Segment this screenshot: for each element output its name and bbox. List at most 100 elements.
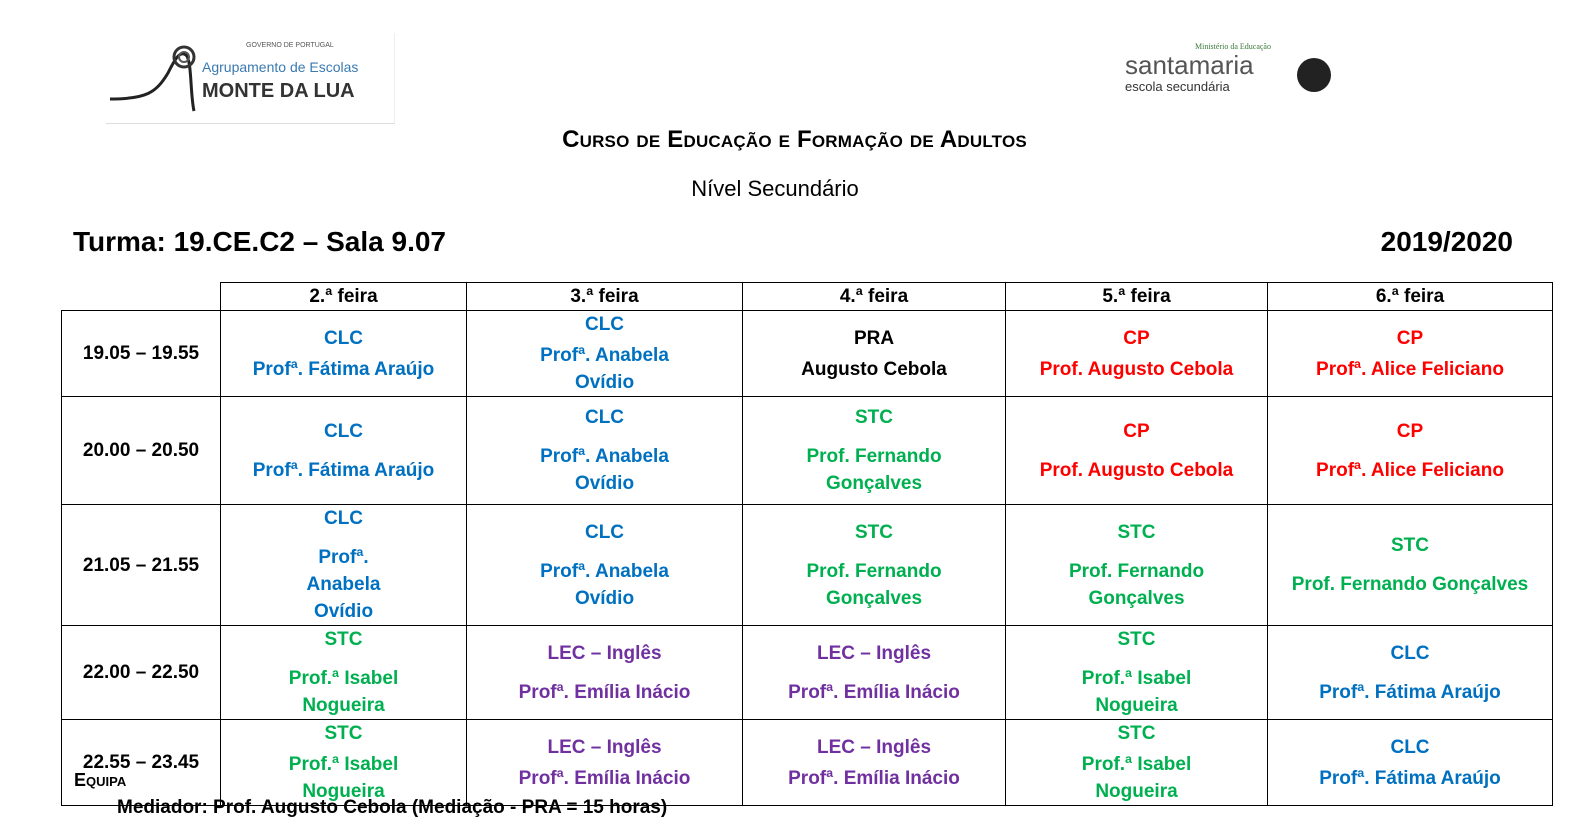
subject: STC bbox=[855, 521, 893, 543]
subject: STC bbox=[1117, 629, 1156, 650]
subject: CLC bbox=[323, 420, 364, 442]
schedule-row: 22.00 – 22.50 STC Prof.ª Isabel Nogueira LE… bbox=[61, 625, 1553, 720]
time-slot: 21.05 – 21.55 bbox=[61, 504, 221, 626]
teacher: Prof.ª Isabel Nogueira bbox=[288, 754, 399, 802]
teacher: Augusto Cebola bbox=[801, 358, 947, 380]
school-year: 2019/2020 bbox=[1380, 226, 1513, 257]
teacher: Prof. Fernando Gonçalves bbox=[1291, 574, 1529, 595]
subject: CLC bbox=[584, 407, 625, 428]
teacher: Profª. Anabela Ovídio bbox=[540, 345, 669, 393]
page-title: Curso de Educação e Formação de Adultos bbox=[562, 126, 1027, 153]
class-cell: LEC – Inglês Profª. Emília Inácio bbox=[742, 625, 1006, 720]
subject: PRA bbox=[853, 327, 895, 349]
teacher: Prof. Augusto Cebola bbox=[1039, 459, 1234, 481]
teacher: Prof. Augusto Cebola bbox=[1039, 358, 1234, 380]
subject: STC bbox=[324, 723, 363, 744]
mediator-info: Mediador: Prof. Augusto Cebola (Mediação… bbox=[117, 797, 668, 818]
subject: STC bbox=[855, 407, 893, 428]
teacher: Profª. Emília Inácio bbox=[788, 681, 960, 703]
subject: CP bbox=[1123, 420, 1150, 442]
class-cell: CLC Profª. Fátima Araújo bbox=[1267, 719, 1553, 806]
subject: CLC bbox=[323, 327, 364, 349]
teacher: Profª. Anabela Ovídio bbox=[306, 547, 381, 622]
class-cell: CP Profª. Alice Feliciano bbox=[1267, 396, 1553, 505]
class-cell: CP Prof. Augusto Cebola bbox=[1005, 396, 1268, 505]
bell-icon bbox=[1297, 58, 1331, 92]
schedule-row: 21.05 – 21.55 CLC Profª. Anabela Ovídio CLC… bbox=[61, 504, 1553, 626]
class-cell: PRA Augusto Cebola bbox=[742, 310, 1006, 397]
teacher: Profª. Emília Inácio bbox=[518, 767, 691, 789]
day-header: 4.ª feira bbox=[742, 282, 1006, 311]
class-cell: LEC – Inglês Profª. Emília Inácio bbox=[466, 719, 743, 806]
subject: LEC – Inglês bbox=[816, 642, 932, 664]
class-cell: CLC Profª. Fátima Araújo bbox=[220, 310, 467, 397]
subject: LEC – Inglês bbox=[816, 736, 932, 758]
class-cell: CLC Profª. Anabela Ovídio bbox=[466, 310, 743, 397]
subject: CLC bbox=[323, 508, 364, 529]
class-cell: STC Prof. Fernando Gonçalves bbox=[742, 396, 1006, 505]
teacher: Profª. Anabela Ovídio bbox=[540, 560, 669, 609]
class-cell: STC Prof. Fernando Gonçalves bbox=[1005, 504, 1268, 626]
day-header: 3.ª feira bbox=[466, 282, 743, 311]
class-cell: CLC Profª. Anabela Ovídio bbox=[220, 504, 467, 626]
teacher: Profª. Alice Feliciano bbox=[1316, 459, 1504, 481]
subject: LEC – Inglês bbox=[547, 736, 662, 758]
class-room-label: Turma: 19.CE.C2 – Sala 9.07 bbox=[73, 226, 446, 257]
schedule-table: 2.ª feira 3.ª feira 4.ª feira 5.ª feira 6.ª … bbox=[61, 282, 1553, 806]
team-heading: Equipa bbox=[74, 770, 127, 790]
day-header: 2.ª feira bbox=[220, 282, 467, 311]
time-slot: 22.00 – 22.50 bbox=[61, 625, 221, 720]
teacher: Prof.ª Isabel Nogueira bbox=[288, 668, 399, 716]
subject: CP bbox=[1123, 327, 1150, 349]
teacher: Profª. Fátima Araújo bbox=[252, 358, 435, 380]
time-slot: 22.55 – 23.45 bbox=[61, 719, 221, 806]
schedule-row: 19.05 – 19.55 CLC Profª. Fátima Araújo CLC P… bbox=[61, 310, 1553, 397]
ministry-label: Ministério da Educação bbox=[1195, 42, 1271, 51]
class-cell: CLC Profª. Anabela Ovídio bbox=[466, 396, 743, 505]
teacher: Profª. Emília Inácio bbox=[788, 767, 960, 789]
teacher: Prof.ª Isabel Nogueira bbox=[1081, 668, 1192, 716]
class-cell: CP Profª. Alice Feliciano bbox=[1267, 310, 1553, 397]
blank-header bbox=[61, 282, 221, 311]
subject: CLC bbox=[584, 314, 625, 335]
teacher: Prof. Fernando Gonçalves bbox=[1068, 560, 1205, 609]
government-label: GOVERNO DE PORTUGAL bbox=[246, 42, 334, 49]
teacher: Profª. Alice Feliciano bbox=[1316, 358, 1504, 380]
teacher: Prof. Fernando Gonçalves bbox=[806, 560, 942, 609]
subject: STC bbox=[1117, 723, 1156, 744]
subject: STC bbox=[324, 629, 363, 650]
subject: CP bbox=[1396, 327, 1424, 349]
class-cell: CP Prof. Augusto Cebola bbox=[1005, 310, 1268, 397]
time-slot: 19.05 – 19.55 bbox=[61, 310, 221, 397]
subject: CP bbox=[1396, 420, 1424, 442]
schedule-row: 22.55 – 23.45 STC Prof.ª Isabel Nogueira LE… bbox=[61, 719, 1553, 806]
subject: STC bbox=[1117, 521, 1156, 543]
school-group-name: Agrupamento de Escolas MONTE DA LUA bbox=[202, 59, 359, 102]
subject: CLC bbox=[1390, 642, 1430, 664]
day-header-row: 2.ª feira 3.ª feira 4.ª feira 5.ª feira 6.ª … bbox=[61, 282, 1553, 311]
page-subtitle: Nível Secundário bbox=[691, 176, 859, 201]
class-cell: STC Prof.ª Isabel Nogueira bbox=[1005, 719, 1268, 806]
class-cell: CLC Profª. Fátima Araújo bbox=[220, 396, 467, 505]
teacher: Profª. Fátima Araújo bbox=[1319, 681, 1501, 703]
teacher: Profª. Fátima Araújo bbox=[1319, 767, 1501, 789]
class-cell: STC Prof. Fernando Gonçalves bbox=[1267, 504, 1553, 626]
class-cell: STC Prof.ª Isabel Nogueira bbox=[220, 625, 467, 720]
subject: STC bbox=[1391, 535, 1429, 556]
schedule-row: 20.00 – 20.50 CLC Profª. Fátima Araújo CLC P… bbox=[61, 396, 1553, 505]
school-name: santamaria escola secundária bbox=[1125, 50, 1254, 94]
monte-da-lua-logo: GOVERNO DE PORTUGAL Agrupamento de Escol… bbox=[106, 33, 395, 124]
class-cell: STC Prof.ª Isabel Nogueira bbox=[1005, 625, 1268, 720]
day-header: 6.ª feira bbox=[1267, 282, 1553, 311]
class-cell: CLC Profª. Fátima Araújo bbox=[1267, 625, 1553, 720]
santa-maria-logo: Ministério da Educação santamaria escola… bbox=[1125, 42, 1335, 106]
class-cell: LEC – Inglês Profª. Emília Inácio bbox=[742, 719, 1006, 806]
class-cell: CLC Profª. Anabela Ovídio bbox=[466, 504, 743, 626]
class-cell: LEC – Inglês Profª. Emília Inácio bbox=[466, 625, 743, 720]
teacher: Profª. Fátima Araújo bbox=[252, 459, 435, 481]
teacher: Profª. Anabela Ovídio bbox=[540, 446, 669, 494]
class-cell: STC Prof. Fernando Gonçalves bbox=[742, 504, 1006, 626]
teacher: Prof. Fernando Gonçalves bbox=[806, 446, 942, 494]
time-slot: 20.00 – 20.50 bbox=[61, 396, 221, 505]
teacher: Prof.ª Isabel Nogueira bbox=[1081, 754, 1192, 802]
